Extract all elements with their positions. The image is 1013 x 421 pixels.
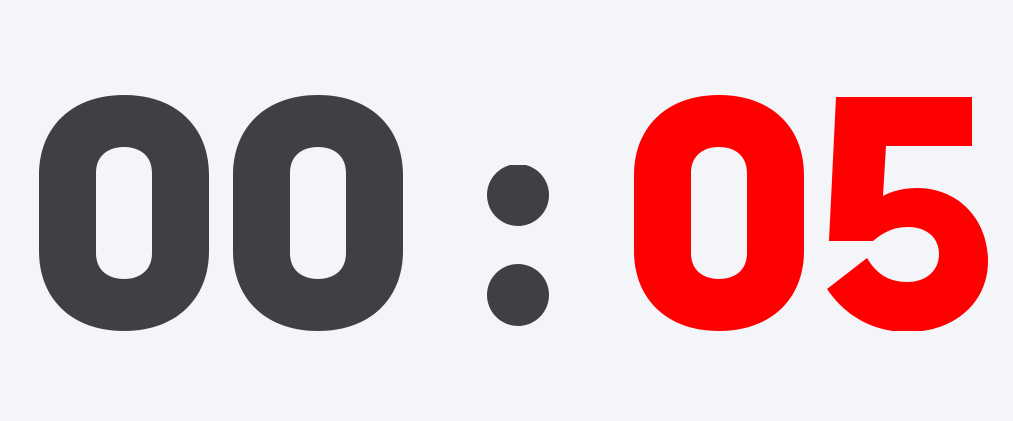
timer-text: 00 : 05 bbox=[0, 0, 1, 1]
digit-zero-glyph bbox=[233, 95, 403, 331]
minutes-ones-digit bbox=[233, 95, 403, 331]
digit-zero-glyph bbox=[634, 95, 804, 331]
seconds-tens-digit bbox=[634, 95, 804, 331]
digit-five-glyph bbox=[827, 97, 988, 331]
colon-glyph bbox=[487, 165, 549, 326]
seconds-ones-digit bbox=[824, 95, 994, 331]
digit-zero-glyph bbox=[39, 95, 209, 331]
minutes-tens-digit bbox=[39, 95, 209, 331]
time-separator bbox=[484, 165, 552, 327]
